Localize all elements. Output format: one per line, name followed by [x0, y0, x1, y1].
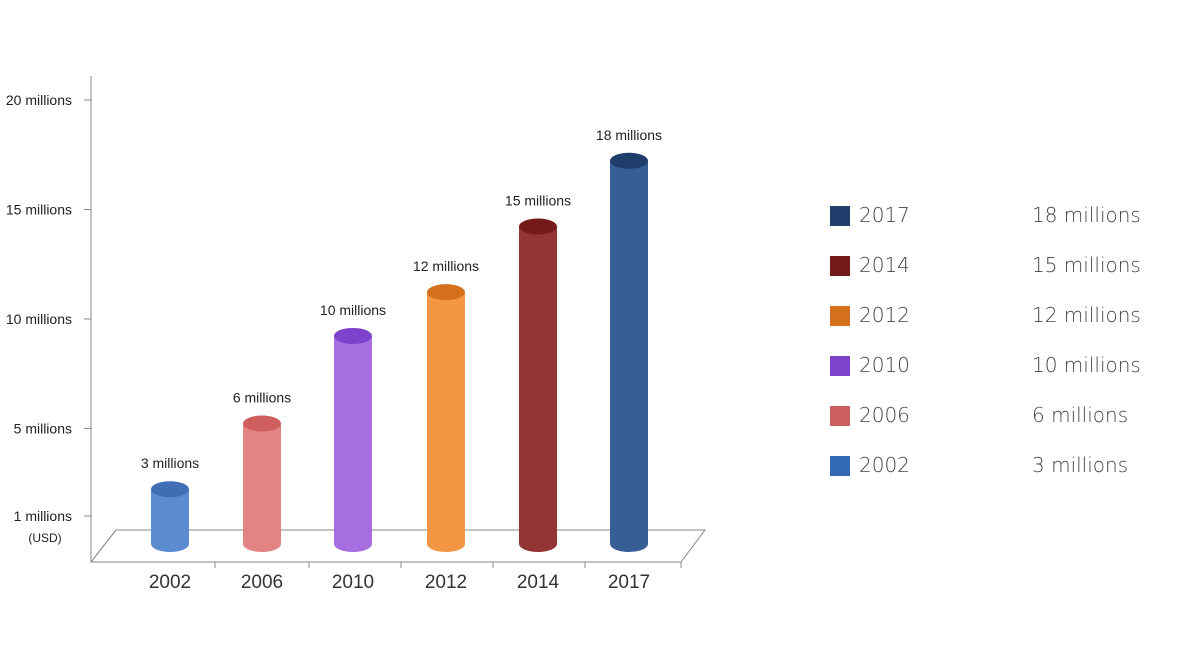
legend-value: 15 millions	[1032, 253, 1141, 277]
bars	[151, 152, 648, 552]
bar-2012	[427, 284, 465, 552]
y-tick-label: 20 millions	[6, 92, 72, 108]
y-unit-label: (USD)	[28, 531, 61, 545]
bar-base	[427, 536, 465, 552]
bar-top	[334, 327, 372, 344]
bar-body	[519, 226, 557, 544]
data-label: 15 millions	[505, 192, 571, 208]
data-label: 18 millions	[596, 127, 662, 143]
legend-item: 2017 18 millions	[830, 203, 1170, 253]
bar-base	[243, 536, 281, 552]
x-tick-label: 2002	[149, 572, 191, 593]
legend-year: 2002	[859, 453, 910, 477]
category-labels: 2002 2006 2010 2012 2014 2017	[149, 572, 650, 593]
bar-top	[610, 152, 648, 169]
bar-2006	[243, 415, 281, 552]
legend-item: 2012 12 millions	[830, 303, 1170, 353]
floor-left-edge	[90, 529, 117, 563]
legend-swatch	[830, 306, 850, 326]
y-tick-label: 5 millions	[14, 420, 72, 436]
data-label: 12 millions	[413, 258, 479, 274]
bar-top	[243, 415, 281, 432]
legend-swatch	[830, 456, 850, 476]
bar-top	[427, 284, 465, 301]
data-label: 3 millions	[141, 455, 199, 471]
legend-year: 2017	[859, 203, 910, 227]
bar-2014	[519, 218, 557, 552]
y-tick-label: 15 millions	[6, 201, 72, 217]
legend-value: 3 millions	[1032, 453, 1129, 477]
bar-2010	[334, 327, 372, 552]
legend-year: 2012	[859, 303, 910, 327]
bar-base	[610, 536, 648, 552]
legend-value: 6 millions	[1032, 403, 1129, 427]
legend-item: 2006 6 millions	[830, 403, 1170, 453]
legend-swatch	[830, 206, 850, 226]
bar-base	[334, 536, 372, 552]
x-ticks	[214, 562, 682, 568]
bar-2002	[151, 481, 189, 552]
legend-value: 10 millions	[1032, 353, 1141, 377]
x-tick-label: 2006	[241, 572, 283, 593]
x-tick-label: 2014	[517, 572, 560, 593]
legend-item: 2014 15 millions	[830, 253, 1170, 303]
legend-swatch	[830, 356, 850, 376]
legend-item: 2010 10 millions	[830, 353, 1170, 403]
data-label: 10 millions	[320, 302, 386, 318]
x-tick-label: 2012	[425, 572, 467, 593]
legend-year: 2014	[859, 253, 910, 277]
data-labels: 3 millions 6 millions 10 millions 12 millio…	[141, 127, 662, 471]
bar-top	[151, 481, 189, 498]
bar-body	[610, 160, 648, 544]
legend-value: 12 millions	[1032, 303, 1141, 327]
x-tick-label: 2017	[608, 572, 650, 593]
bar-2017	[610, 152, 648, 552]
bar-base	[151, 536, 189, 552]
bar-body	[243, 423, 281, 544]
legend-item: 2002 3 millions	[830, 453, 1170, 503]
x-tick-label: 2010	[332, 572, 374, 593]
bar-body	[151, 489, 189, 544]
bar-top	[519, 218, 557, 235]
legend-year: 2006	[859, 403, 910, 427]
legend-swatch	[830, 256, 850, 276]
legend-swatch	[830, 406, 850, 426]
y-tick-label: 1 millions	[14, 508, 72, 524]
legend-year: 2010	[859, 353, 910, 377]
data-label: 6 millions	[233, 390, 291, 406]
legend-value: 18 millions	[1032, 203, 1141, 227]
bar-body	[334, 335, 372, 544]
bar-base	[519, 536, 557, 552]
legend: 2017 18 millions 2014 15 millions 2012 12 mil…	[830, 203, 1170, 503]
y-ticks: 20 millions 15 millions 10 millions 5 milli…	[6, 92, 91, 524]
y-tick-label: 10 millions	[6, 311, 72, 327]
bar-body	[427, 292, 465, 544]
